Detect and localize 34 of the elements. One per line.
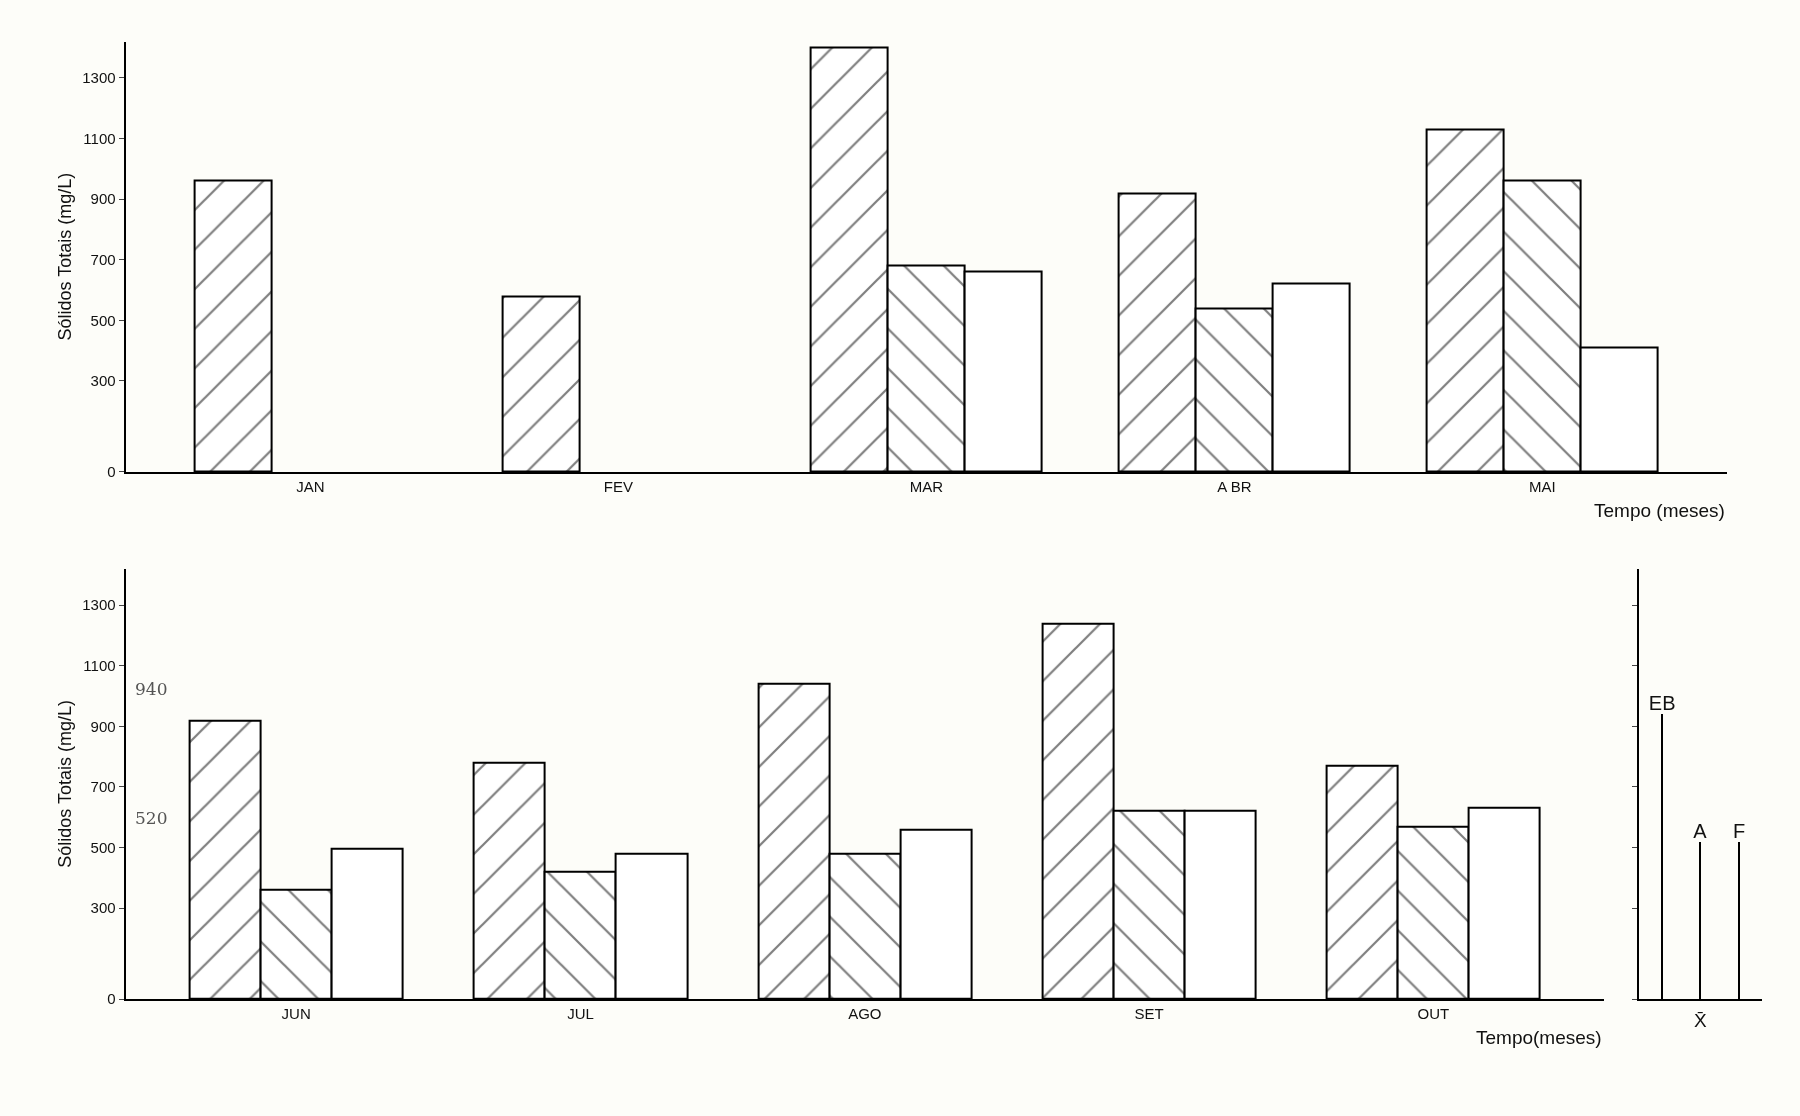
y-axis-title: Sólidos Totais (mg/L) <box>54 700 75 868</box>
x-tick-label: AGO <box>848 1005 882 1023</box>
y-tick-label: 1100 <box>83 129 116 147</box>
x-tick-label: A BR <box>1217 477 1252 495</box>
y-tick-label: 1100 <box>83 657 116 674</box>
x-tick-label: JUL <box>567 1005 594 1023</box>
x-tick-label: A <box>1693 819 1708 842</box>
x-tick-label: MAR <box>909 477 944 495</box>
x-tick-label: JUN <box>281 1005 311 1023</box>
y-tick-label: 1300 <box>82 596 116 614</box>
y-tick-label: 500 <box>90 311 116 329</box>
y-tick-label: 500 <box>90 838 116 856</box>
x-tick-label: SET <box>1134 1005 1164 1023</box>
annotation: 520 <box>135 808 168 828</box>
y-tick-label: 0 <box>107 463 116 481</box>
y-axis-title: Sólidos Totais (mg/L) <box>54 172 75 341</box>
x-tick-label: JAN <box>296 477 325 495</box>
y-tick-label: 700 <box>90 778 116 796</box>
x-tick-label: EB <box>1648 691 1676 714</box>
y-tick-label: 300 <box>90 372 116 390</box>
y-tick-label: 900 <box>90 190 116 208</box>
y-tick-label: 700 <box>90 251 116 268</box>
x-tick-label: MAI <box>1529 477 1556 495</box>
y-tick-label: 1300 <box>82 69 116 87</box>
y-tick-label: 900 <box>90 717 116 735</box>
x-tick-label: FEV <box>603 477 633 495</box>
x-tick-label: F <box>1733 819 1746 842</box>
annotation: 940 <box>135 679 168 699</box>
x-axis-title: Tempo (meses) <box>1594 500 1725 521</box>
y-tick-label: 0 <box>107 990 116 1008</box>
x-axis-title: Tempo(meses) <box>1476 1027 1602 1048</box>
x-axis-title: X̄ <box>1694 1010 1707 1031</box>
x-tick-label: OUT <box>1417 1005 1450 1023</box>
y-tick-label: 300 <box>90 899 116 917</box>
